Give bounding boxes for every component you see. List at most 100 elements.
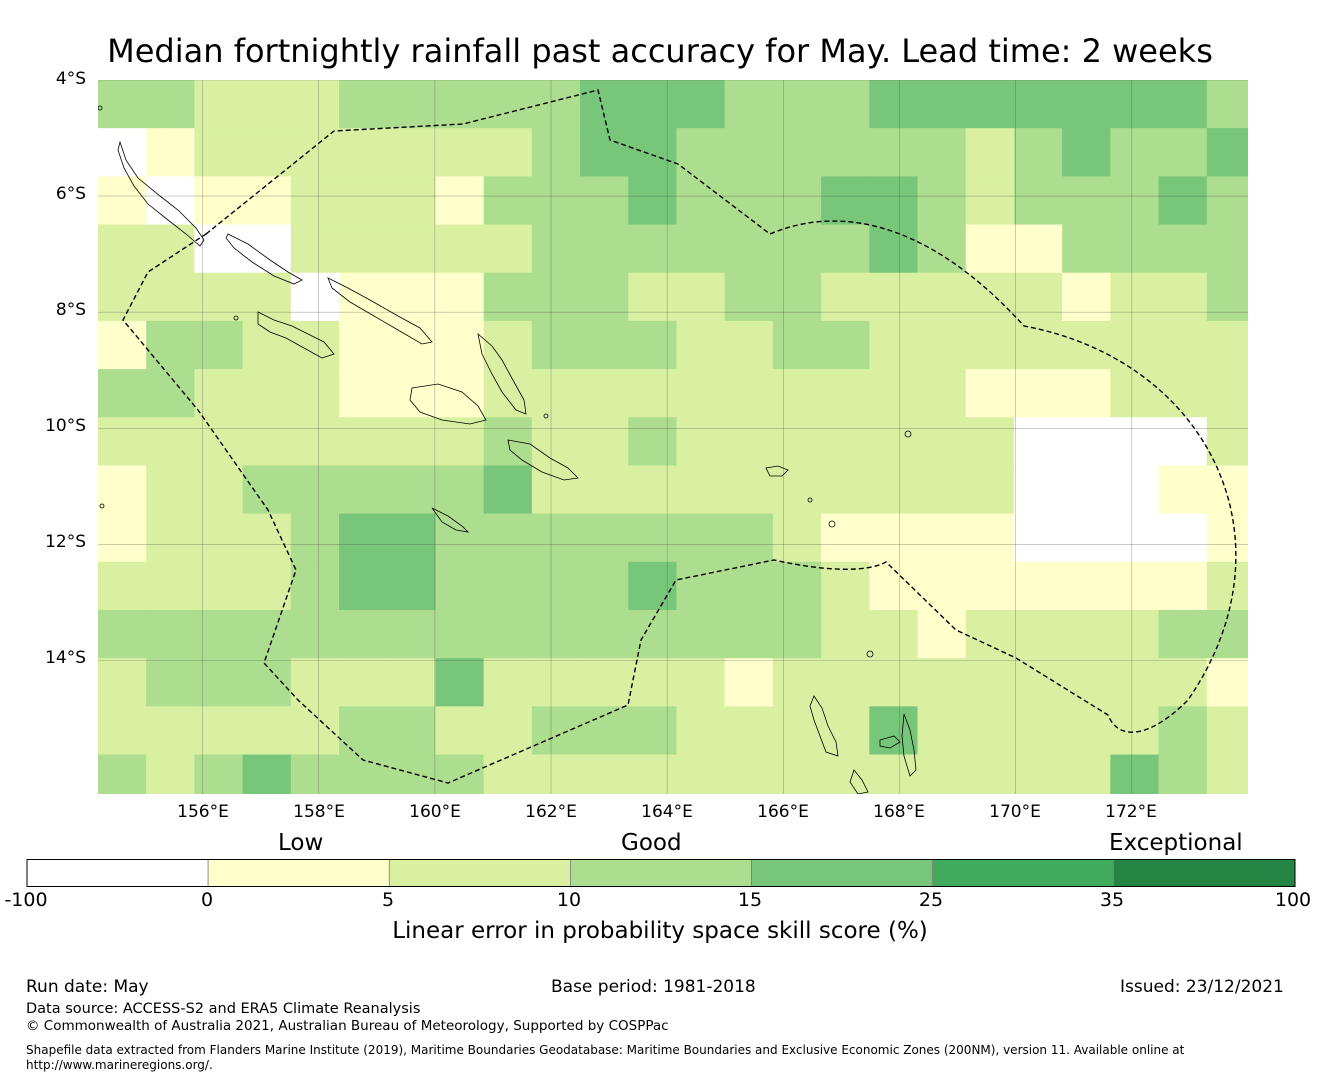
skill-cell xyxy=(483,658,533,707)
skill-cell xyxy=(1110,369,1160,418)
skill-cell xyxy=(242,706,292,756)
skill-cell xyxy=(435,658,485,707)
colorbar-tick: 10 xyxy=(556,889,582,911)
skill-cell xyxy=(242,465,292,515)
skill-cell xyxy=(531,513,581,563)
skill-cell xyxy=(724,658,774,707)
skill-cell xyxy=(869,320,919,370)
skill-cell xyxy=(387,320,437,370)
skill-cell xyxy=(1062,320,1111,370)
skill-cell xyxy=(821,128,870,177)
skill-cell xyxy=(387,417,437,467)
skill-cell xyxy=(339,609,388,659)
skill-cell xyxy=(98,706,147,756)
skill-cell xyxy=(531,224,581,274)
skill-cell xyxy=(1062,272,1111,322)
skill-cell xyxy=(483,272,533,322)
skill-cell xyxy=(531,320,581,370)
skill-cell xyxy=(194,272,244,322)
shapefile-url: http://www.marineregions.org/. xyxy=(26,1058,213,1072)
skill-cell xyxy=(965,80,1015,129)
coastline-malakula xyxy=(849,769,869,794)
skill-cell xyxy=(98,609,147,659)
skill-cell xyxy=(821,176,870,226)
skill-cell xyxy=(339,128,388,177)
skill-cell xyxy=(1062,417,1111,467)
category-low: Low xyxy=(278,830,324,856)
skill-cell xyxy=(194,224,244,274)
skill-cell xyxy=(724,609,774,659)
skill-cell xyxy=(965,706,1015,756)
colorbar-tick: 5 xyxy=(381,889,395,911)
skill-cell xyxy=(821,272,870,322)
colorbar-tick: 100 xyxy=(1274,889,1312,911)
skill-cell xyxy=(676,369,726,418)
colorbar-label: Linear error in probability space skill … xyxy=(392,918,928,944)
skill-cell xyxy=(1206,706,1248,756)
skill-cell xyxy=(1158,754,1208,794)
skill-cell xyxy=(580,658,629,707)
skill-cell xyxy=(772,272,822,322)
skill-cell xyxy=(580,320,629,370)
skill-cell xyxy=(1206,417,1248,467)
colorbar-tick: -100 xyxy=(4,889,48,911)
colorbar-segment xyxy=(751,859,934,887)
skill-cell xyxy=(676,513,726,563)
skill-cell xyxy=(869,658,919,707)
skill-cell xyxy=(917,128,967,177)
skill-cell xyxy=(435,176,485,226)
skill-cell xyxy=(965,561,1015,611)
skill-cell xyxy=(531,465,581,515)
skill-cell xyxy=(242,224,292,274)
skill-cell xyxy=(1013,80,1063,129)
skill-cell xyxy=(531,176,581,226)
skill-cell xyxy=(628,272,678,322)
skill-cell xyxy=(1110,609,1160,659)
skill-cell xyxy=(1206,272,1248,322)
skill-cell xyxy=(821,754,870,794)
skill-cell xyxy=(483,754,533,794)
skill-cell xyxy=(917,609,967,659)
skill-cell xyxy=(965,320,1015,370)
skill-cell xyxy=(98,176,147,226)
skill-cell xyxy=(724,176,774,226)
skill-cell xyxy=(580,272,629,322)
skill-cell xyxy=(580,417,629,467)
skill-cell xyxy=(628,465,678,515)
skill-cell xyxy=(676,417,726,467)
skill-cell xyxy=(435,513,485,563)
skill-cell xyxy=(1062,369,1111,418)
lat-label: 6°S xyxy=(55,184,86,204)
skill-cell xyxy=(1206,224,1248,274)
skill-cell xyxy=(1013,224,1063,274)
eez-boundary xyxy=(122,89,1237,784)
skill-cell xyxy=(146,658,196,707)
skill-cell xyxy=(965,417,1015,467)
skill-cell xyxy=(580,609,629,659)
skill-cell xyxy=(1110,320,1160,370)
skill-cell xyxy=(290,706,340,756)
skill-cell xyxy=(1206,176,1248,226)
skill-cell xyxy=(98,754,147,794)
skill-cell xyxy=(1110,513,1160,563)
skill-cell xyxy=(1206,513,1248,563)
skill-cell xyxy=(242,513,292,563)
skill-cell xyxy=(724,754,774,794)
skill-cell xyxy=(628,369,678,418)
skill-cell xyxy=(146,320,196,370)
skill-cell xyxy=(194,609,244,659)
skill-cell xyxy=(98,272,147,322)
skill-cell xyxy=(917,417,967,467)
lon-label: 162°E xyxy=(525,802,577,822)
skill-cell xyxy=(1013,561,1063,611)
skill-cell xyxy=(483,176,533,226)
skill-cell xyxy=(1110,128,1160,177)
skill-cell xyxy=(1062,706,1111,756)
skill-cell xyxy=(917,706,967,756)
skill-cell xyxy=(1110,80,1160,129)
skill-cell xyxy=(290,513,340,563)
skill-cell xyxy=(917,369,967,418)
skill-cell xyxy=(965,176,1015,226)
skill-cell xyxy=(676,465,726,515)
skill-cell xyxy=(869,417,919,467)
